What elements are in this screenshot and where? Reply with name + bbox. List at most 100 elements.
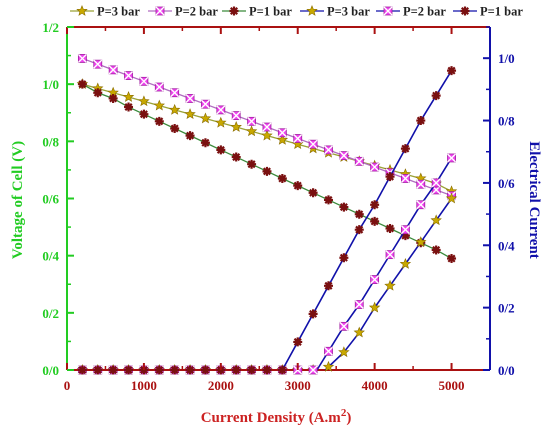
star-marker (322, 360, 335, 372)
square-marker-cross (93, 59, 103, 69)
legend-label: P=3 bar (97, 5, 140, 19)
square-marker-cross (400, 173, 410, 183)
asterisk-marker (93, 88, 103, 98)
asterisk-marker (231, 365, 241, 375)
square-marker-cross (231, 111, 241, 121)
square-marker-cross (431, 178, 441, 188)
asterisk-marker (262, 166, 272, 176)
square-marker-cross (277, 128, 287, 138)
asterisk-marker (247, 365, 257, 375)
asterisk-marker (185, 365, 195, 375)
square-marker-cross (370, 275, 380, 285)
series-right-5 (77, 66, 457, 375)
asterisk-marker (447, 254, 457, 264)
series-line (324, 198, 453, 371)
asterisk-marker (323, 281, 333, 291)
asterisk-marker (370, 216, 380, 226)
legend-item: P=3 bar (70, 5, 140, 19)
y-left-tick-label: 1/2 (42, 20, 59, 35)
x-tick-label: 5000 (439, 378, 465, 393)
series-left-2 (77, 79, 457, 264)
y-right-tick-label: 0/4 (498, 238, 515, 253)
star-marker (368, 301, 381, 313)
y-right-tick-label: 0/8 (498, 114, 515, 129)
square-marker-cross (447, 153, 457, 163)
asterisk-marker (431, 245, 441, 255)
asterisk-marker (247, 159, 257, 169)
asterisk-marker (77, 79, 87, 89)
square-marker-cross (170, 88, 180, 98)
square-marker-cross (383, 6, 393, 16)
star-marker (415, 236, 427, 248)
asterisk-marker (139, 109, 149, 119)
square-marker-cross (262, 122, 272, 132)
star-marker (138, 95, 150, 107)
asterisk-marker (77, 365, 87, 375)
asterisk-marker (385, 172, 395, 182)
legend-label: P=3 bar (327, 5, 370, 19)
y-axis-right-title: Electrical Current (526, 141, 542, 259)
y-axis-left-title: Voltage of Cell (V) (10, 141, 26, 259)
asterisk-marker (400, 144, 410, 154)
square-marker-cross (339, 151, 349, 161)
legend-label: P=2 bar (403, 5, 446, 19)
legend-item: P=1 bar (453, 5, 523, 19)
asterisk-marker (170, 365, 180, 375)
square-marker-cross (139, 76, 149, 86)
y-left-tick-label: 0/8 (42, 134, 59, 149)
legend-item: P=1 bar (222, 5, 292, 19)
series-right-4 (77, 153, 457, 375)
x-tick-label: 4000 (362, 378, 388, 393)
asterisk-marker (108, 365, 118, 375)
y-left-tick-label: 0/2 (42, 306, 59, 321)
y-left-tick-label: 0/4 (42, 249, 59, 264)
asterisk-marker (400, 231, 410, 241)
square-marker-cross (247, 116, 257, 126)
y-left-tick-label: 0/6 (42, 192, 59, 207)
asterisk-marker (124, 102, 134, 112)
y-left-tick-label: 1/0 (42, 77, 59, 92)
asterisk-marker (293, 181, 303, 191)
series-line (281, 70, 453, 371)
asterisk-marker (416, 116, 426, 126)
square-marker-cross (339, 321, 349, 331)
y-right-tick-label: 0/2 (498, 301, 515, 316)
asterisk-marker (124, 365, 134, 375)
square-marker-cross (200, 99, 210, 109)
asterisk-marker (200, 138, 210, 148)
square-marker-cross (370, 162, 380, 172)
star-marker (245, 125, 258, 137)
asterisk-marker (154, 116, 164, 126)
asterisk-marker (339, 253, 349, 263)
asterisk-marker (354, 225, 364, 235)
x-axis-title-sup: 2 (341, 407, 347, 419)
star-marker (215, 116, 227, 128)
square-marker-cross (185, 93, 195, 103)
legend-label: P=1 bar (480, 5, 523, 19)
star-marker (153, 99, 166, 111)
asterisk-marker (460, 6, 470, 16)
square-marker-cross (308, 365, 318, 375)
star-marker (353, 326, 365, 338)
asterisk-marker (308, 309, 318, 319)
y-right-tick-label: 1/0 (498, 51, 515, 66)
asterisk-marker (431, 91, 441, 101)
x-axis-title-close: ) (346, 410, 351, 426)
square-marker-cross (154, 82, 164, 92)
square-marker-cross (400, 225, 410, 235)
star-marker (399, 257, 412, 269)
x-tick-label: 2000 (208, 378, 234, 393)
square-marker-cross (354, 300, 364, 310)
star-marker (276, 133, 289, 145)
series-line (316, 157, 453, 371)
legend-item: P=2 bar (376, 5, 446, 19)
star-marker (76, 4, 88, 16)
x-tick-label: 3000 (285, 378, 311, 393)
asterisk-marker (277, 365, 287, 375)
star-marker (445, 192, 458, 204)
asterisk-marker (354, 209, 364, 219)
legend-item: P=2 bar (148, 5, 218, 19)
asterisk-marker (293, 337, 303, 347)
asterisk-marker (229, 6, 239, 16)
